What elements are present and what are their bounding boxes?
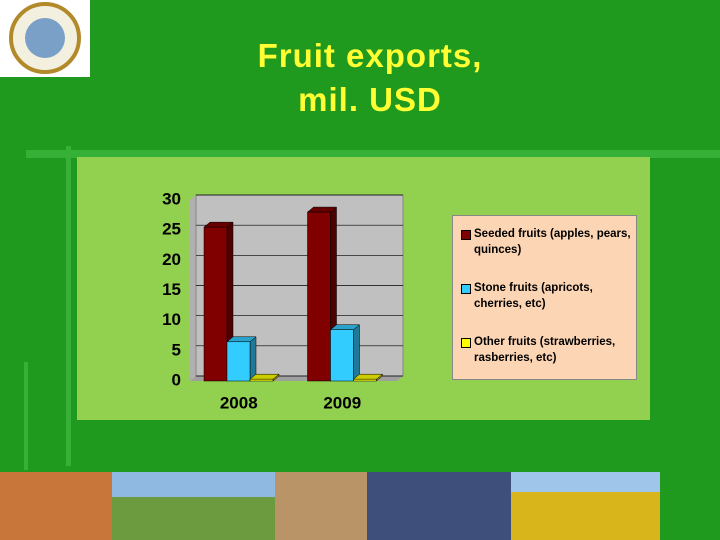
y-tick-label: 15	[162, 280, 181, 299]
y-tick-label: 25	[162, 220, 181, 239]
bar-side	[249, 336, 257, 382]
legend-item: Stone fruits (apricots, cherries, etc)	[461, 280, 633, 312]
legend-swatch	[461, 338, 471, 348]
bar	[353, 378, 377, 382]
legend-label: Seeded fruits (apples, pears, quinces)	[474, 228, 631, 256]
logo-globe	[25, 18, 65, 58]
bar-side	[353, 324, 360, 382]
bar	[330, 329, 354, 382]
legend-item: Other fruits (strawberries, rasberries, …	[461, 334, 633, 366]
legend-label: Other fruits (strawberries, rasberries, …	[474, 336, 616, 364]
decor	[26, 150, 720, 158]
legend-item: Seeded fruits (apples, pears, quinces)	[461, 226, 633, 258]
y-tick-label: 0	[172, 370, 181, 389]
bar	[226, 341, 251, 382]
decor	[66, 146, 71, 466]
photo-strip	[0, 472, 660, 540]
legend-swatch	[461, 284, 471, 294]
title-line: Fruit exports,	[257, 37, 483, 74]
bar	[307, 211, 331, 382]
bar	[249, 378, 274, 382]
y-tick-label: 30	[162, 189, 181, 208]
side-wall	[190, 195, 196, 381]
y-tick-label: 10	[162, 310, 181, 329]
bar	[203, 226, 228, 382]
photo	[0, 472, 112, 540]
x-tick-label: 2009	[323, 393, 361, 412]
legend-label: Stone fruits (apricots, cherries, etc)	[474, 282, 593, 310]
photo	[511, 472, 660, 492]
y-tick-label: 5	[172, 340, 181, 359]
title-line: mil. USD	[298, 81, 442, 118]
slide-title: Fruit exports, mil. USD	[180, 34, 560, 122]
y-tick-label: 20	[162, 250, 181, 269]
legend-swatch	[461, 230, 471, 240]
photo	[275, 472, 367, 540]
photo	[112, 472, 275, 497]
photo	[367, 472, 511, 540]
legend: Seeded fruits (apples, pears, quinces) St…	[452, 215, 637, 380]
x-tick-label: 2008	[220, 393, 258, 412]
decor	[24, 362, 28, 470]
